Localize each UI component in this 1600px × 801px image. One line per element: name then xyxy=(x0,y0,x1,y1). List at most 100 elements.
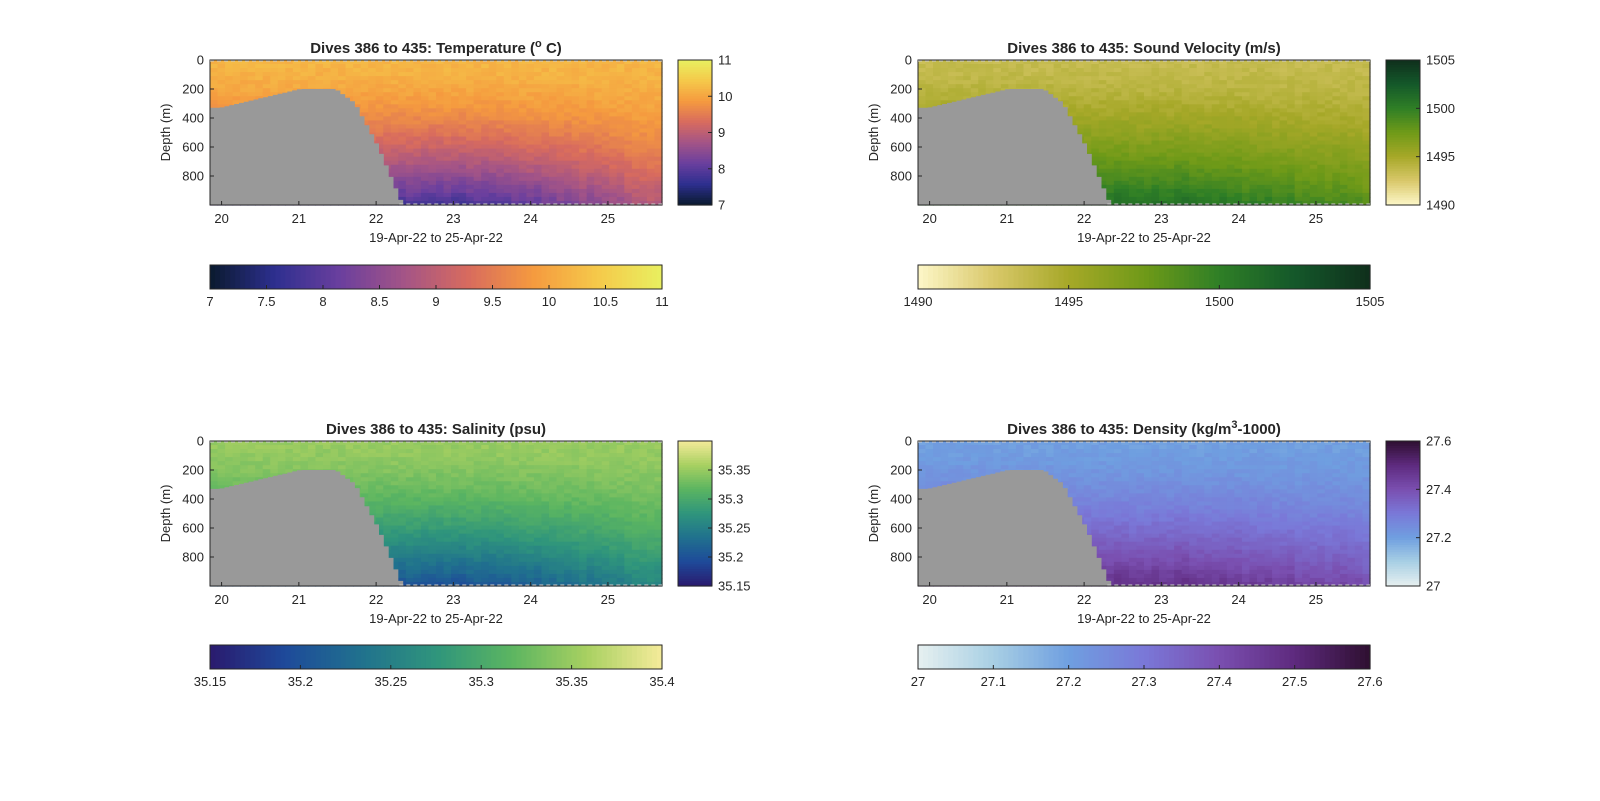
colorbar-swatch xyxy=(678,197,712,201)
heatmap-cell xyxy=(955,80,964,85)
heatmap-cell xyxy=(458,68,467,73)
heatmap-cell xyxy=(1204,108,1213,113)
chart-title-superscript: o xyxy=(535,38,542,50)
heatmap-cell xyxy=(405,180,414,186)
heatmap-cell xyxy=(1219,104,1228,109)
heatmap-cell xyxy=(225,84,234,89)
heatmap-cell xyxy=(1219,200,1228,206)
heatmap-cell xyxy=(1121,180,1130,186)
heatmap-cell xyxy=(1264,148,1273,154)
heatmap-cell xyxy=(1347,152,1356,158)
heatmap-cell xyxy=(1302,192,1311,198)
heatmap-cell xyxy=(1272,60,1281,65)
colorbar-swatch xyxy=(1189,265,1195,289)
colorbar-swatch xyxy=(1386,171,1420,175)
heatmap-cell xyxy=(1031,64,1040,69)
heatmap-cell xyxy=(1354,144,1364,150)
colorbar-swatch xyxy=(215,265,221,289)
heatmap-cell xyxy=(654,196,663,202)
heatmap-cell xyxy=(1362,144,1371,150)
heatmap-cell xyxy=(609,88,618,93)
heatmap-cell xyxy=(1354,132,1364,138)
heatmap-cell xyxy=(1287,160,1296,166)
heatmap-cell xyxy=(1076,88,1085,93)
colorbar-swatch xyxy=(1088,265,1095,289)
heatmap-cell xyxy=(210,449,219,454)
heatmap-cell xyxy=(277,88,286,93)
heatmap-cell xyxy=(586,168,595,174)
heatmap-cell xyxy=(549,188,558,194)
colorbar-swatch xyxy=(1386,159,1420,163)
colorbar-swatch xyxy=(446,265,452,289)
heatmap-cell xyxy=(436,192,445,198)
heatmap-cell xyxy=(1354,96,1364,101)
heatmap-cell xyxy=(1128,172,1138,178)
heatmap-cell xyxy=(1189,192,1198,198)
heatmap-cell xyxy=(1317,88,1326,93)
heatmap-cell xyxy=(1241,72,1251,77)
heatmap-cell xyxy=(466,136,475,142)
heatmap-cell xyxy=(1031,68,1040,73)
heatmap-cell xyxy=(1113,72,1122,77)
heatmap-cell xyxy=(1226,168,1235,174)
heatmap-cell xyxy=(955,72,964,77)
heatmap-cell xyxy=(255,473,264,478)
heatmap-cell xyxy=(443,124,452,130)
heatmap-cell xyxy=(511,104,520,109)
heatmap-cell xyxy=(232,100,241,105)
heatmap-cell xyxy=(225,64,234,69)
colorbar-swatch xyxy=(596,265,603,289)
heatmap-cell xyxy=(458,108,467,113)
heatmap-cell xyxy=(1106,184,1115,190)
heatmap-cell xyxy=(443,100,452,105)
heatmap-cell xyxy=(1339,188,1348,194)
heatmap-cell xyxy=(436,140,445,146)
heatmap-cell xyxy=(1038,84,1047,89)
heatmap-cell xyxy=(1196,80,1205,85)
heatmap-cell xyxy=(413,152,422,158)
heatmap-cell xyxy=(458,88,467,93)
heatmap-cell xyxy=(330,68,339,73)
heatmap-cell xyxy=(925,60,934,65)
heatmap-cell xyxy=(1226,84,1235,89)
heatmap-cell xyxy=(405,160,414,166)
heatmap-cell xyxy=(1347,80,1356,85)
heatmap-cell xyxy=(1347,140,1356,146)
heatmap-cell xyxy=(1332,184,1341,190)
heatmap-cell xyxy=(443,80,452,85)
heatmap-cell xyxy=(1354,88,1364,93)
heatmap-cell xyxy=(398,100,407,105)
heatmap-cell xyxy=(210,469,219,474)
heatmap-cell xyxy=(1098,60,1107,65)
heatmap-cell xyxy=(360,72,369,77)
heatmap-cell xyxy=(503,64,512,69)
x-tick-label: 20 xyxy=(214,211,228,226)
heatmap-cell xyxy=(1174,184,1183,190)
heatmap-cell xyxy=(1189,92,1198,97)
heatmap-cell xyxy=(1136,180,1145,186)
heatmap-cell xyxy=(1189,104,1198,109)
heatmap-cell xyxy=(1339,132,1348,138)
colorbar-swatch xyxy=(285,265,291,289)
heatmap-cell xyxy=(1317,200,1326,206)
heatmap-cell xyxy=(609,116,618,122)
heatmap-cell xyxy=(616,112,625,117)
colorbar-swatch xyxy=(928,265,934,289)
heatmap-cell xyxy=(963,64,972,69)
heatmap-cell xyxy=(405,196,414,202)
heatmap-cell xyxy=(217,72,226,77)
heatmap-cell xyxy=(307,68,317,73)
colorbar-swatch xyxy=(678,149,712,153)
heatmap-cell xyxy=(601,144,610,150)
heatmap-cell xyxy=(564,156,573,162)
heatmap-cell xyxy=(232,88,241,93)
heatmap-cell xyxy=(503,104,512,109)
heatmap-cell xyxy=(586,192,595,198)
heatmap-cell xyxy=(436,124,445,130)
heatmap-cell xyxy=(639,120,648,126)
heatmap-cell xyxy=(315,84,324,89)
heatmap-cell xyxy=(1249,180,1258,186)
heatmap-cell xyxy=(1279,76,1288,81)
heatmap-cell xyxy=(1294,192,1303,198)
heatmap-cell xyxy=(654,76,663,81)
